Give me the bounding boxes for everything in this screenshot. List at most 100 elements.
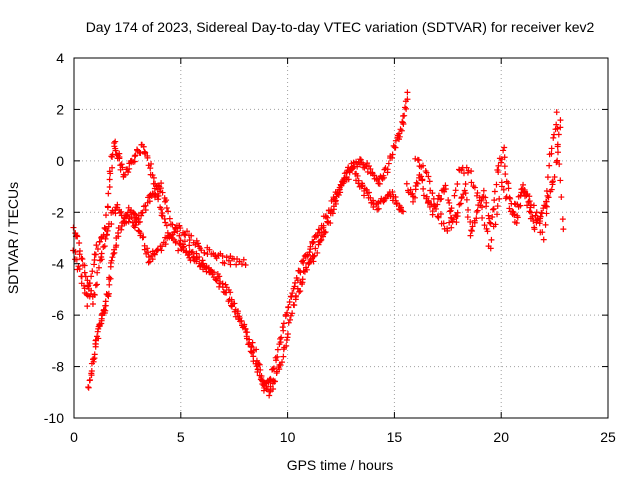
data-point bbox=[542, 202, 549, 209]
data-point bbox=[73, 232, 80, 239]
data-point bbox=[113, 151, 120, 158]
data-point bbox=[529, 213, 536, 220]
data-point bbox=[274, 346, 281, 353]
y-axis-label: SDTVAR / TECUs bbox=[5, 182, 21, 294]
data-point bbox=[96, 238, 103, 245]
data-point bbox=[285, 319, 292, 326]
data-point bbox=[491, 197, 498, 204]
data-point bbox=[149, 256, 156, 263]
data-point bbox=[445, 197, 452, 204]
data-point bbox=[119, 164, 126, 171]
x-axis-label: GPS time / hours bbox=[287, 457, 394, 473]
data-point bbox=[181, 238, 188, 245]
data-point bbox=[103, 231, 110, 238]
data-point bbox=[481, 222, 488, 229]
data-point bbox=[435, 192, 442, 199]
data-point bbox=[238, 261, 245, 268]
data-point bbox=[144, 245, 151, 252]
data-point bbox=[556, 161, 563, 168]
data-point bbox=[131, 153, 138, 160]
data-point bbox=[404, 96, 411, 103]
data-point bbox=[188, 232, 195, 239]
plot-frame bbox=[73, 57, 609, 419]
data-point bbox=[81, 269, 88, 276]
data-point bbox=[299, 258, 306, 265]
data-point bbox=[476, 194, 483, 201]
data-point bbox=[110, 250, 117, 257]
data-point bbox=[521, 188, 528, 195]
data-point bbox=[397, 204, 404, 211]
y-tick-label: 4 bbox=[56, 50, 64, 66]
data-point bbox=[385, 160, 392, 167]
data-point bbox=[320, 233, 327, 240]
data-point bbox=[389, 151, 396, 158]
data-point bbox=[171, 228, 178, 235]
data-point bbox=[548, 145, 555, 152]
data-point bbox=[527, 201, 534, 208]
data-point bbox=[131, 210, 138, 217]
data-point bbox=[70, 224, 77, 231]
data-point bbox=[169, 221, 176, 228]
data-point bbox=[92, 282, 99, 289]
data-point bbox=[91, 291, 98, 298]
data-point bbox=[159, 243, 166, 250]
data-point bbox=[357, 156, 364, 163]
data-point bbox=[107, 170, 114, 177]
data-point bbox=[194, 240, 201, 247]
data-point bbox=[128, 213, 135, 220]
data-point bbox=[473, 215, 480, 222]
data-point bbox=[107, 275, 114, 282]
data-point bbox=[95, 335, 102, 342]
y-tick-label: -4 bbox=[52, 256, 65, 272]
data-point bbox=[246, 336, 253, 343]
data-point bbox=[488, 236, 495, 243]
data-point bbox=[206, 246, 213, 253]
data-point bbox=[530, 202, 537, 209]
data-point bbox=[396, 130, 403, 137]
data-point bbox=[418, 173, 425, 180]
data-point bbox=[95, 264, 102, 271]
data-point bbox=[461, 187, 468, 194]
data-point bbox=[132, 215, 139, 222]
data-point bbox=[446, 219, 453, 226]
data-point bbox=[544, 192, 551, 199]
data-point bbox=[196, 253, 203, 260]
data-point bbox=[462, 181, 469, 188]
data-point bbox=[118, 161, 125, 168]
data-point bbox=[284, 331, 291, 338]
data-point bbox=[498, 183, 505, 190]
data-point bbox=[384, 166, 391, 173]
data-point bbox=[248, 343, 255, 350]
data-point bbox=[487, 245, 494, 252]
data-point bbox=[495, 169, 502, 176]
x-tick-label: 20 bbox=[493, 429, 509, 445]
data-point bbox=[392, 144, 399, 151]
data-point bbox=[557, 117, 564, 124]
data-point bbox=[221, 260, 228, 267]
data-point bbox=[222, 281, 229, 288]
data-point bbox=[549, 179, 556, 186]
data-point bbox=[140, 233, 147, 240]
data-point bbox=[419, 162, 426, 169]
data-point bbox=[509, 208, 516, 215]
data-point bbox=[131, 158, 138, 165]
data-point bbox=[85, 384, 92, 391]
data-point bbox=[283, 342, 290, 349]
data-point bbox=[151, 190, 158, 197]
data-point bbox=[400, 208, 407, 215]
data-point bbox=[505, 180, 512, 187]
data-point bbox=[277, 335, 284, 342]
data-point bbox=[526, 208, 533, 215]
data-point bbox=[514, 201, 521, 208]
data-point bbox=[398, 127, 405, 134]
data-point bbox=[81, 262, 88, 269]
data-point bbox=[515, 193, 522, 200]
data-point bbox=[189, 248, 196, 255]
data-point bbox=[403, 180, 410, 187]
data-point bbox=[558, 194, 565, 201]
data-point bbox=[225, 257, 232, 264]
data-point bbox=[479, 214, 486, 221]
data-point bbox=[280, 353, 287, 360]
data-point bbox=[137, 230, 144, 237]
data-point bbox=[238, 317, 245, 324]
